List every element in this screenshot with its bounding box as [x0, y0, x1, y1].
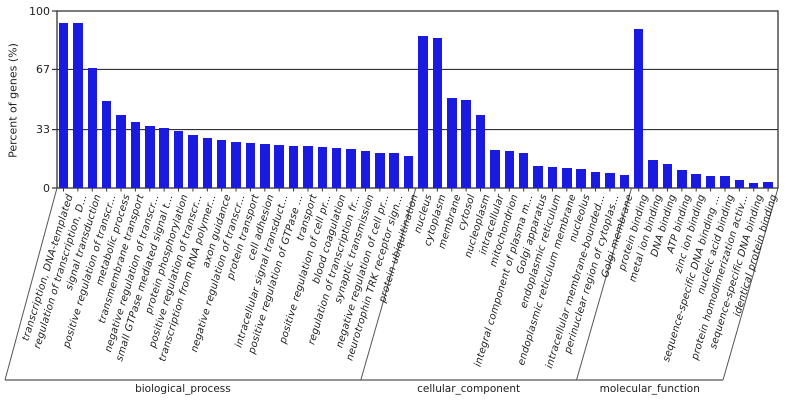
- bar: [418, 35, 428, 188]
- bar: [274, 144, 284, 188]
- bar: [547, 166, 558, 188]
- bar: [590, 172, 601, 188]
- bar: [447, 97, 457, 188]
- bar: [303, 145, 313, 188]
- bar: [331, 148, 342, 188]
- bar: [231, 141, 241, 188]
- bar: [389, 153, 399, 188]
- bar: [518, 153, 529, 188]
- bar: [188, 134, 198, 188]
- bar: [705, 175, 716, 188]
- bar: [317, 147, 328, 188]
- bar: [73, 23, 83, 188]
- bar: [605, 172, 615, 188]
- bar: [576, 168, 586, 188]
- bar: [145, 126, 155, 188]
- bar: [101, 101, 112, 188]
- bar: [260, 143, 270, 188]
- bar: [375, 152, 385, 188]
- category-label: molecular_function: [599, 383, 700, 395]
- bar: [662, 164, 673, 188]
- bar: [720, 176, 730, 188]
- bar: [461, 99, 471, 188]
- bar: [346, 149, 356, 188]
- bar: [58, 23, 69, 188]
- y-tick-label: 0: [43, 181, 50, 195]
- bar: [619, 174, 630, 188]
- y-tick-label: 67: [36, 62, 50, 76]
- category-label: cellular_component: [417, 383, 521, 395]
- bar: [87, 67, 97, 188]
- bar: [504, 150, 515, 188]
- bar: [245, 142, 256, 188]
- y-axis-title: Percent of genes (%): [6, 43, 20, 158]
- bar: [360, 150, 371, 188]
- bar: [648, 159, 658, 188]
- bar: [216, 140, 227, 188]
- y-tick-label: 33: [36, 123, 50, 137]
- bar: [734, 180, 745, 188]
- bar: [403, 156, 414, 188]
- bar: [475, 114, 486, 188]
- bar: [202, 137, 213, 188]
- bar: [748, 182, 759, 188]
- bar: [130, 121, 141, 188]
- bar: [173, 131, 184, 188]
- bar: [633, 28, 644, 188]
- bar: [691, 173, 701, 188]
- bar: [677, 170, 687, 188]
- bar: [116, 115, 126, 188]
- bar: [763, 181, 773, 188]
- bar: [159, 127, 169, 188]
- bar: [288, 145, 299, 188]
- bar: [432, 37, 443, 188]
- bar: [533, 165, 543, 188]
- bar: [490, 149, 500, 188]
- y-tick-label: 100: [29, 4, 50, 18]
- bar: [562, 167, 572, 188]
- category-label: biological_process: [135, 383, 231, 395]
